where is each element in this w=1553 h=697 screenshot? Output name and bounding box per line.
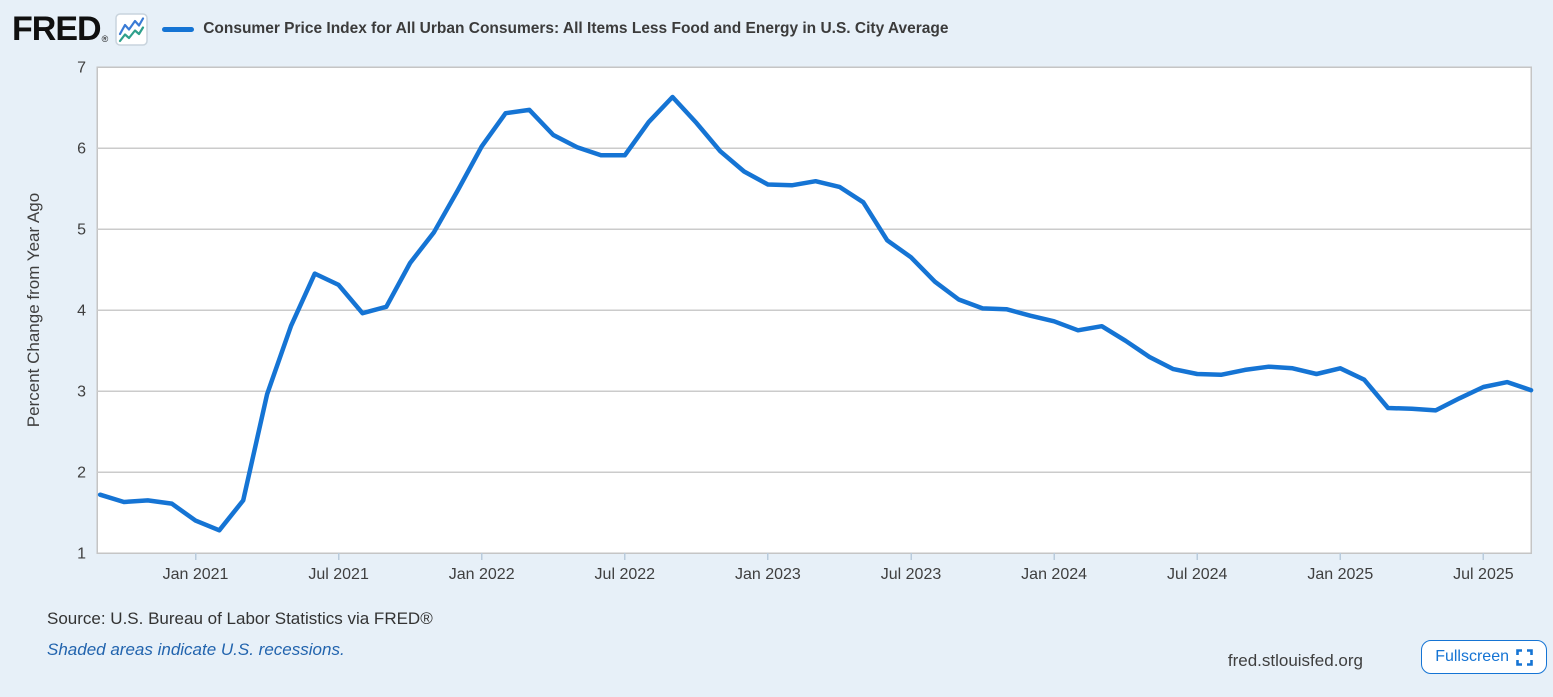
y-tick-label: 2	[77, 465, 86, 482]
x-tick-label: Jan 2025	[1307, 566, 1373, 583]
y-tick-label: 1	[77, 546, 86, 563]
fred-wordmark: FRED	[12, 10, 102, 48]
chart-title: Consumer Price Index for All Urban Consu…	[203, 20, 949, 37]
recession-note-link[interactable]: Shaded areas indicate U.S. recessions.	[47, 640, 345, 659]
y-tick-label: 3	[77, 384, 86, 401]
x-tick-label: Jul 2023	[881, 566, 942, 583]
chart-header: FRED ® Consumer Price Index for All Urba…	[12, 7, 949, 51]
cpi-line-chart[interactable]: Jan 2021 Jul 2021 Jan 2022 Jul 2022 Jan 2023…	[0, 0, 1553, 600]
fred-site-link[interactable]: fred.stlouisfed.org	[1227, 651, 1363, 670]
x-tick-label: Jan 2021	[163, 566, 229, 583]
x-axis-labels: Jan 2021 Jul 2021 Jan 2022 Jul 2022 Jan 2023…	[163, 566, 1514, 583]
fred-logo[interactable]: FRED ®	[12, 12, 148, 46]
x-tick-label: Jul 2024	[1167, 566, 1228, 583]
x-tick-label: Jul 2025	[1453, 566, 1514, 583]
fullscreen-button[interactable]: Fullscreen	[1421, 640, 1547, 674]
series-line	[97, 94, 1534, 533]
y-axis-labels: 1 2 3 4 5 6 7	[77, 60, 86, 563]
y-tick-label: 7	[77, 60, 86, 77]
x-tick-label: Jul 2022	[595, 566, 656, 583]
legend-line-swatch	[162, 26, 195, 32]
y-tick-label: 6	[77, 141, 86, 158]
fullscreen-expand-icon	[1516, 648, 1533, 666]
y-tick-label: 4	[77, 303, 86, 320]
x-tick-label: Jan 2023	[735, 566, 801, 583]
y-tick-label: 5	[77, 222, 86, 239]
gridlines	[97, 147, 1531, 473]
x-tick-label: Jan 2022	[449, 566, 515, 583]
x-axis-ticks	[194, 553, 1485, 560]
fullscreen-button-label: Fullscreen	[1435, 648, 1509, 665]
y-axis-title: Percent Change from Year Ago	[24, 193, 43, 427]
fred-registered-mark: ®	[101, 34, 109, 44]
fred-sparkline-icon	[115, 13, 148, 46]
x-tick-label: Jul 2021	[308, 566, 369, 583]
x-tick-label: Jan 2024	[1021, 566, 1087, 583]
source-text: Source: U.S. Bureau of Labor Statistics …	[47, 609, 433, 628]
